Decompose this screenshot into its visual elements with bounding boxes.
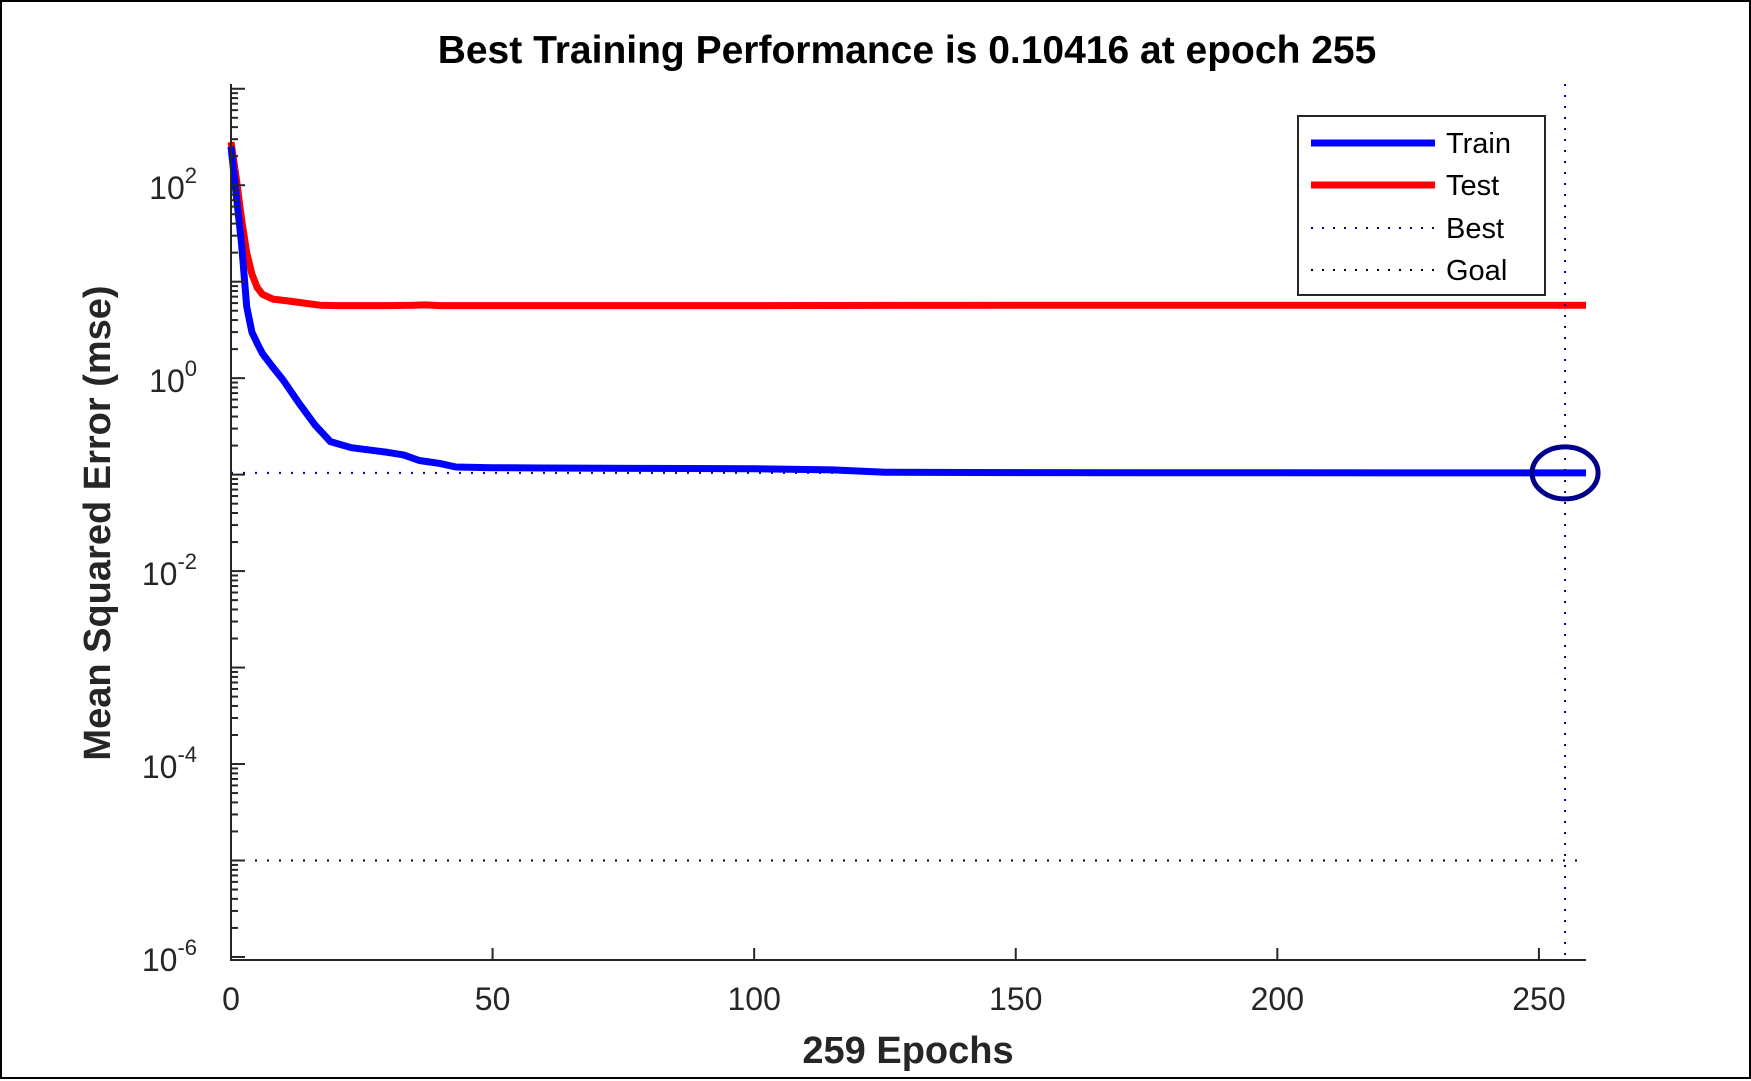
legend: Train Test Best Goal [1297,115,1546,296]
legend-item-test: Test [1311,170,1499,202]
legend-label-train: Train [1446,128,1511,160]
best-circle-icon [1529,444,1601,502]
legend-item-train: Train [1311,128,1511,160]
best-point-circle-marker [1529,444,1601,502]
legend-label-goal: Goal [1446,255,1507,287]
legend-label-best: Best [1446,213,1504,245]
x-tick-label: 250 [1512,981,1565,1017]
series-lines [227,141,1586,477]
train-series-line [227,146,1586,477]
legend-item-best: Best [1311,213,1504,245]
y-tick-label: 10-2 [142,549,197,592]
x-axis-ticks: 0 50 100 150 200 250 [222,948,1566,1017]
y-tick-label: 100 [149,356,197,399]
x-tick-label: 100 [727,981,780,1017]
y-tick-label: 102 [149,163,197,206]
legend-label-test: Test [1446,170,1499,202]
legend-item-goal: Goal [1311,255,1507,287]
chart-title: Best Training Performance is 0.10416 at … [438,29,1377,72]
x-tick-label: 50 [475,981,511,1017]
y-tick-label: 10-4 [142,742,197,785]
x-tick-label: 200 [1251,981,1304,1017]
x-tick-label: 0 [222,981,240,1017]
y-tick-label: 10-6 [142,935,197,978]
y-axis-label: Mean Squared Error (mse) [77,285,119,760]
y-axis-ticks: 10-6 10-4 10-2 100 102 [142,87,245,978]
test-series-line [227,141,1586,310]
x-tick-label: 150 [989,981,1042,1017]
x-axis-label: 259 Epochs [802,1030,1013,1072]
